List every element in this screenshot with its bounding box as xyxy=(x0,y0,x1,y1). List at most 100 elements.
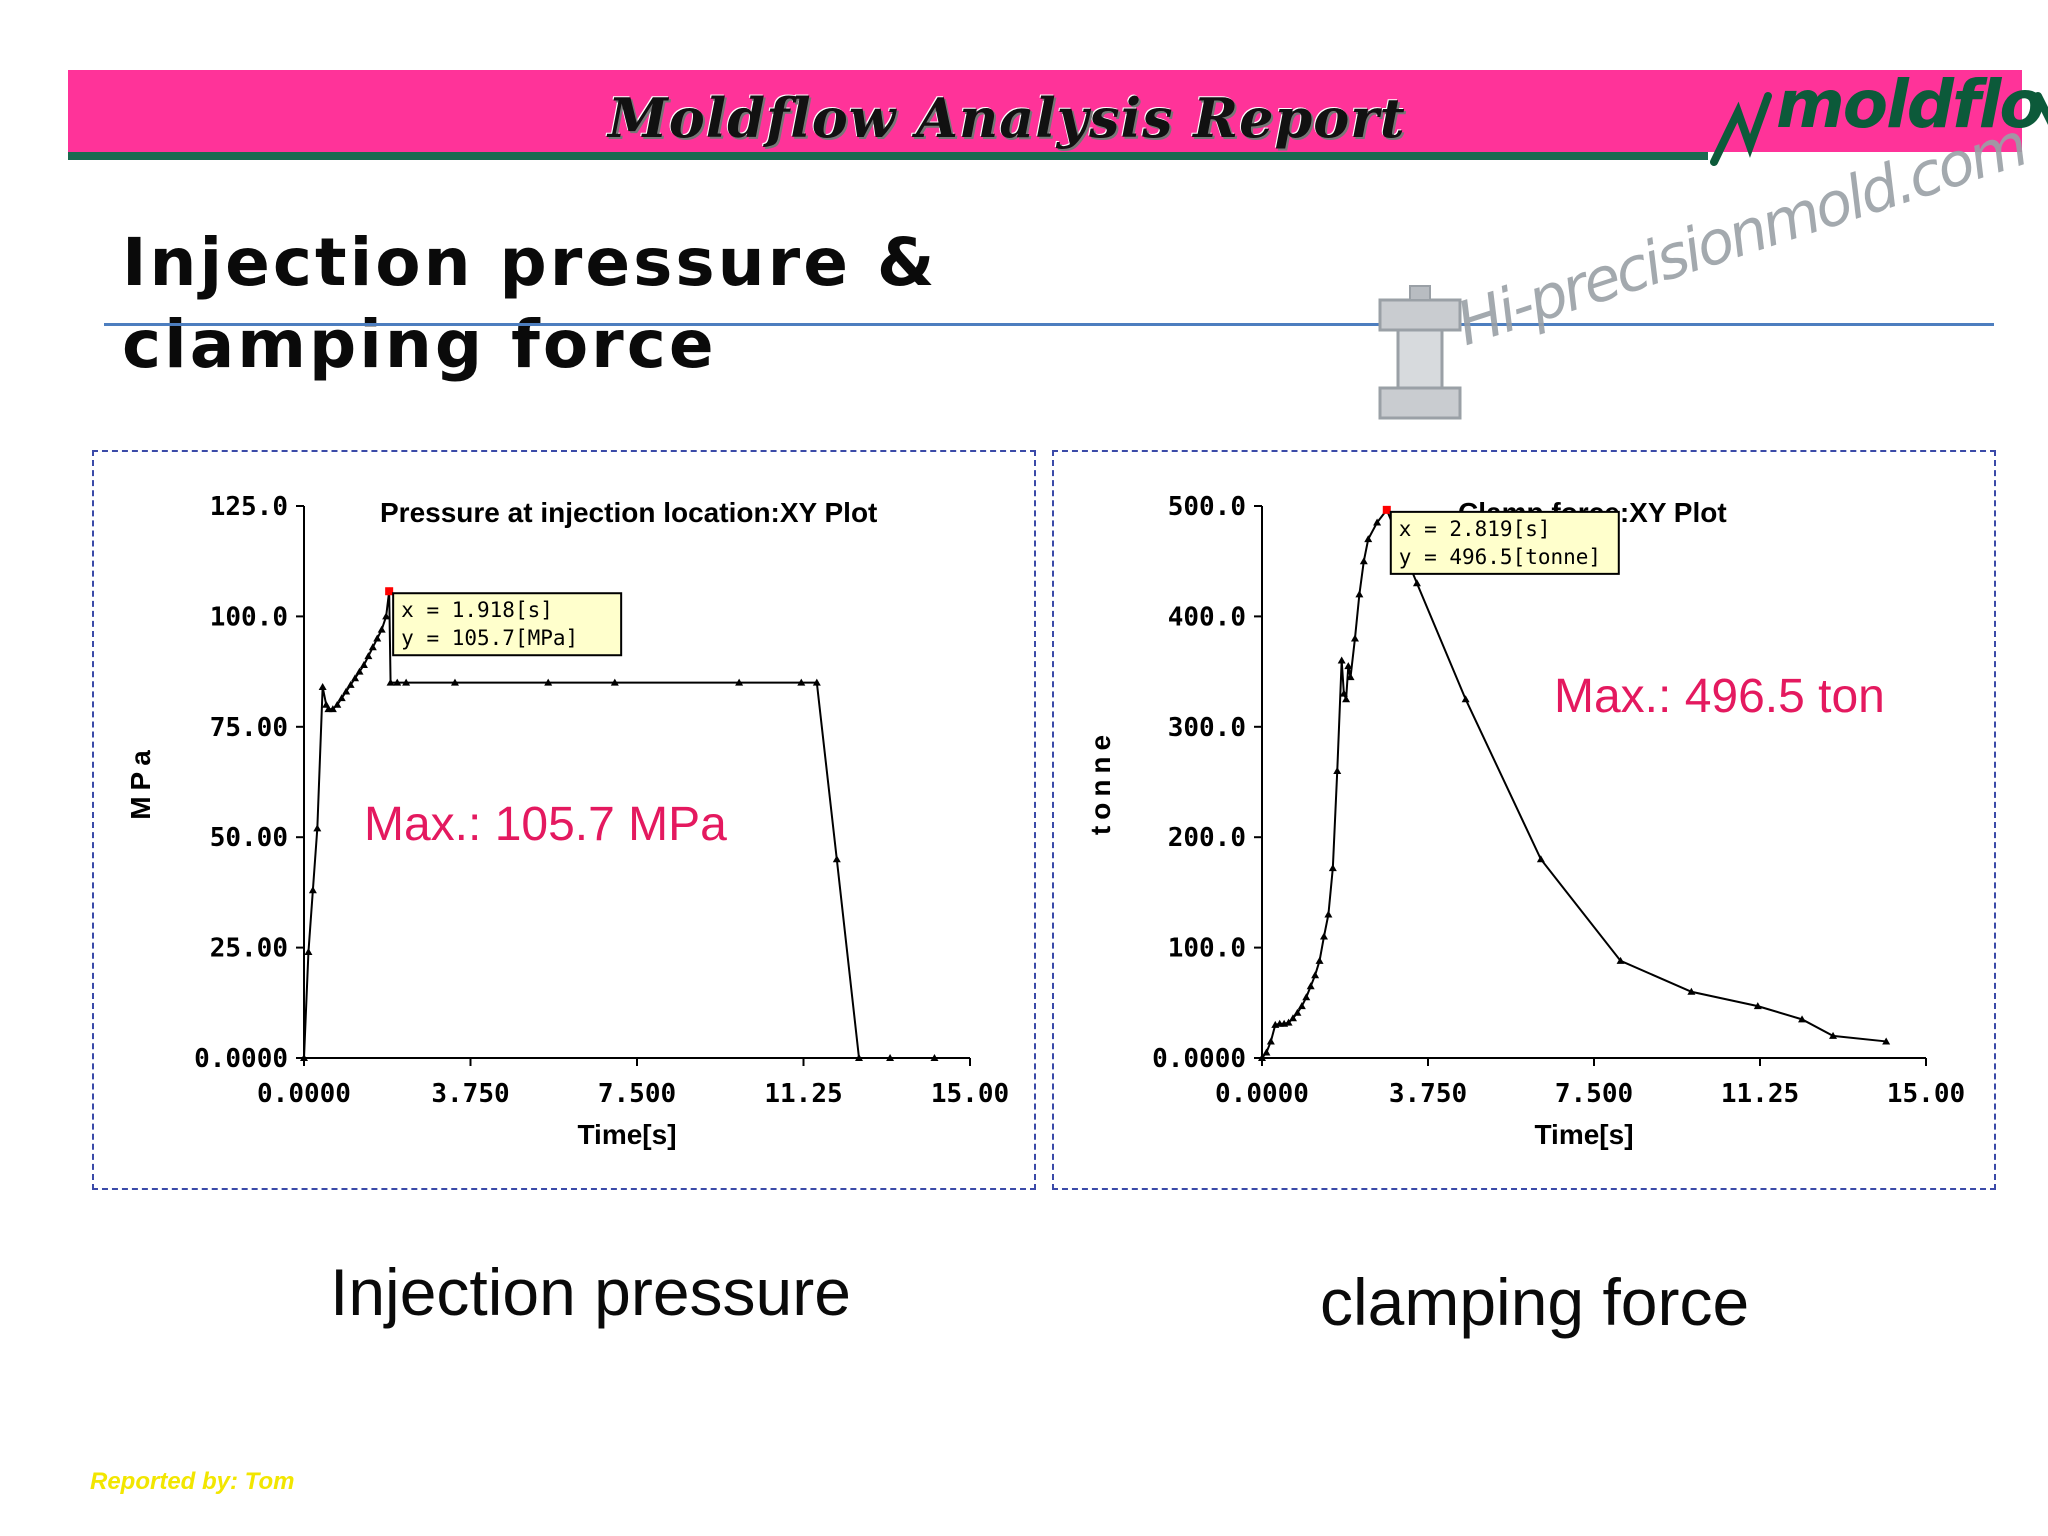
max-annotation: Max.: 496.5 ton xyxy=(1554,670,1885,723)
banner-background xyxy=(68,70,2022,152)
tooltip-x: x = 1.918[s] xyxy=(401,598,553,622)
data-point xyxy=(346,680,355,688)
y-tick-label: 300.0 xyxy=(1168,713,1246,743)
tooltip-marker xyxy=(385,587,394,596)
caption-clamping-force: clamping force xyxy=(1320,1265,1750,1339)
data-point xyxy=(1798,1015,1807,1023)
data-point xyxy=(342,687,351,695)
tooltip-y: y = 105.7[MPa] xyxy=(401,626,578,650)
data-point xyxy=(1616,956,1625,964)
y-tick-label: 100.0 xyxy=(1168,934,1246,964)
data-point xyxy=(1311,971,1320,979)
data-point xyxy=(328,705,337,713)
page-title-line1: Injection pressure & xyxy=(122,224,938,301)
data-point xyxy=(308,886,317,894)
data-point xyxy=(797,678,806,686)
data-point xyxy=(359,660,368,668)
x-tick-label: 3.750 xyxy=(1389,1079,1467,1109)
page-title: Injection pressure & clamping force xyxy=(122,222,1022,386)
y-tick-label: 50.00 xyxy=(210,823,288,853)
y-tick-label: 25.00 xyxy=(210,934,288,964)
y-tick-label: 0.0000 xyxy=(194,1044,288,1074)
page-title-line2: clamping force xyxy=(122,306,717,383)
data-point xyxy=(1306,982,1315,990)
data-point xyxy=(1333,766,1342,774)
x-tick-label: 11.25 xyxy=(764,1079,842,1109)
data-point xyxy=(735,678,744,686)
data-point xyxy=(368,643,377,651)
series-line xyxy=(1261,507,1887,1059)
data-point xyxy=(1882,1037,1891,1045)
x-axis-label: Time[s] xyxy=(577,1119,676,1150)
x-tick-label: 7.500 xyxy=(1555,1079,1633,1109)
data-point xyxy=(1412,579,1421,587)
data-point xyxy=(450,678,459,686)
data-point xyxy=(333,700,342,708)
tooltip-marker xyxy=(1382,505,1391,514)
data-point xyxy=(1339,689,1348,697)
x-axis-label: Time[s] xyxy=(1534,1119,1633,1150)
data-point xyxy=(1262,1048,1271,1056)
y-tick-label: 0.0000 xyxy=(1152,1044,1246,1074)
y-tick-label: 200.0 xyxy=(1168,823,1246,853)
data-point xyxy=(1829,1031,1838,1039)
moldflow-logo: moldflow xyxy=(1708,66,2048,166)
x-tick-label: 0.0000 xyxy=(1215,1079,1309,1109)
data-point xyxy=(1536,855,1545,863)
data-point xyxy=(393,678,402,686)
data-point xyxy=(1364,535,1373,543)
data-point xyxy=(1319,932,1328,940)
data-point xyxy=(1687,987,1696,995)
data-point xyxy=(1302,993,1311,1001)
data-point xyxy=(1355,590,1364,598)
x-tick-label: 3.750 xyxy=(431,1079,509,1109)
data-point xyxy=(1315,956,1324,964)
max-annotation: Max.: 105.7 MPa xyxy=(364,798,727,851)
clamp-chart: Clamp force:XY Plot0.0000100.0200.0300.0… xyxy=(1085,492,1965,1150)
data-point xyxy=(812,678,821,686)
x-tick-label: 0.0000 xyxy=(257,1079,351,1109)
data-point xyxy=(1350,634,1359,642)
data-point xyxy=(373,634,382,642)
data-point xyxy=(1337,656,1346,664)
logo-swoosh-icon xyxy=(1710,92,2048,166)
data-point xyxy=(304,948,313,956)
data-point xyxy=(832,855,841,863)
data-point xyxy=(1297,1002,1306,1010)
data-point xyxy=(318,683,327,691)
y-tick-label: 100.0 xyxy=(210,602,288,632)
data-point xyxy=(1328,864,1337,872)
data-point xyxy=(1344,662,1353,670)
y-tick-label: 125.0 xyxy=(210,492,288,522)
data-point xyxy=(300,1054,308,1061)
data-point xyxy=(1461,695,1470,703)
data-point xyxy=(337,694,346,702)
data-point xyxy=(313,824,322,832)
tooltip-x: x = 2.819[s] xyxy=(1399,517,1551,541)
data-point xyxy=(1258,1054,1266,1061)
y-axis-label: tonne xyxy=(1085,729,1116,835)
banner-underline xyxy=(68,152,1708,160)
watermark: Hi-precisionmold.com xyxy=(1370,110,2034,450)
data-point xyxy=(544,678,553,686)
report-title: Moldflow Analysis Report xyxy=(608,86,1406,150)
data-point xyxy=(355,667,364,675)
data-point xyxy=(351,674,360,682)
reported-by: Reported by: Tom xyxy=(90,1468,295,1495)
pressure-chart: Pressure at injection location:XY Plot 0.… xyxy=(125,492,1009,1150)
x-tick-label: 7.500 xyxy=(598,1079,676,1109)
data-point xyxy=(1266,1037,1275,1045)
data-point xyxy=(1324,910,1333,918)
data-point xyxy=(610,678,619,686)
pressure-chart-panel: Pressure at injection location:XY Plot 0.… xyxy=(92,450,1036,1190)
logo-text: moldflow xyxy=(1776,66,2048,143)
data-point xyxy=(1342,695,1351,703)
data-point xyxy=(1293,1008,1302,1016)
data-point xyxy=(1346,673,1355,681)
clamp-chart-panel: Clamp force:XY Plot0.0000100.0200.0300.0… xyxy=(1052,450,1996,1190)
data-point xyxy=(1288,1014,1297,1022)
data-point xyxy=(1373,518,1382,526)
x-tick-label: 15.00 xyxy=(931,1079,1009,1109)
x-tick-label: 15.00 xyxy=(1887,1079,1965,1109)
data-point xyxy=(377,625,386,633)
